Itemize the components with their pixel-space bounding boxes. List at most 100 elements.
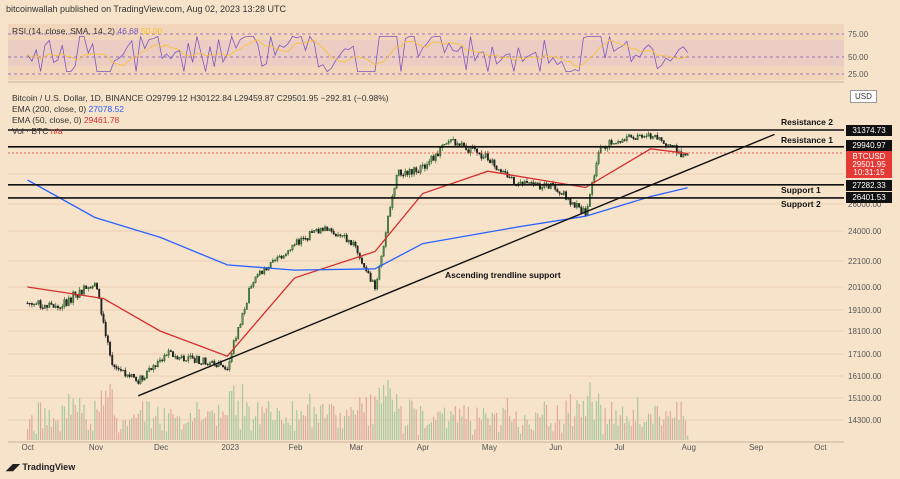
candle-body [41, 307, 44, 309]
volume-bar [215, 425, 218, 440]
volume-bar [419, 405, 422, 440]
volume-bar [235, 415, 237, 440]
candle-body [354, 241, 357, 247]
candle-body [146, 370, 148, 379]
candle-body [588, 194, 591, 207]
candle-body [250, 286, 253, 289]
volume-bar [550, 423, 552, 440]
volume-bar [187, 422, 189, 440]
volume-bar [81, 412, 83, 440]
x-tick-label: May [482, 443, 497, 452]
candle-body [206, 363, 209, 366]
trendline-label: Ascending trendline support [445, 270, 561, 280]
volume-bar [461, 416, 463, 440]
candle-body [65, 299, 68, 306]
volume-bar [252, 419, 254, 440]
candle-body [369, 272, 372, 282]
candle-body [445, 142, 448, 145]
volume-bar [682, 416, 684, 440]
volume-bar [165, 431, 168, 440]
volume-bar [122, 420, 124, 440]
y-tick-label: 24000.00 [848, 227, 882, 236]
volume-bar [265, 408, 267, 440]
volume-bar [637, 397, 639, 440]
volume-bar [159, 423, 161, 440]
resistance1-label: Resistance 1 [781, 135, 833, 145]
candle-body [154, 365, 157, 367]
candle-body [439, 147, 442, 156]
candle-body [460, 142, 463, 146]
volume-bar [463, 405, 465, 440]
candle-body [463, 142, 465, 147]
ascending-trendline [138, 133, 775, 397]
volume-value: n/a [50, 126, 63, 136]
volume-bar [511, 421, 513, 440]
candle-body [278, 255, 281, 258]
candle-body [556, 189, 559, 192]
candle-body [304, 238, 307, 240]
volume-bar [465, 419, 467, 440]
candle-body [387, 216, 389, 233]
candle-body [634, 138, 637, 140]
volume-bar [411, 400, 413, 440]
volume-bar [619, 415, 621, 440]
volume-bar [378, 387, 380, 440]
candle-body [252, 282, 255, 287]
candle-body [343, 234, 346, 237]
volume-bar [105, 390, 107, 440]
volume-bar [476, 407, 478, 440]
candle-body [682, 153, 685, 158]
candle-body [80, 289, 83, 295]
volume-bar [144, 421, 146, 440]
candle-body [274, 259, 277, 262]
candle-body [74, 291, 77, 296]
candle-body [111, 354, 114, 365]
candle-body [415, 167, 418, 173]
x-tick-label: Aug [682, 443, 696, 452]
x-tick-label: Jul [614, 443, 624, 452]
currency-button[interactable]: USD [850, 90, 877, 103]
volume-bar [44, 408, 46, 440]
candle-body [293, 244, 296, 246]
ema50-label: EMA (50, close, 0) [12, 115, 82, 125]
candle-body [352, 241, 355, 246]
candle-body [508, 176, 511, 179]
candle-body [122, 369, 125, 372]
candle-body [434, 153, 437, 161]
volume-bar [474, 428, 476, 440]
candle-body [558, 191, 561, 194]
tv-icon: ◢◤ [6, 462, 23, 472]
volume-bar [309, 393, 311, 440]
candle-body [215, 364, 218, 367]
volume-bar [532, 430, 535, 440]
candle-body [660, 137, 663, 141]
volume-bar [502, 407, 504, 440]
volume-bar [205, 417, 207, 440]
candle-body [612, 143, 615, 145]
volume-bar [168, 413, 170, 440]
volume-bar [480, 420, 482, 440]
support1-label: Support 1 [781, 185, 821, 195]
volume-bar [383, 384, 385, 440]
volume-bar [228, 391, 231, 440]
volume-bar [191, 421, 194, 440]
rsi-value: 46.68 [117, 26, 139, 36]
volume-bar [393, 411, 396, 440]
volume-bar [233, 385, 235, 440]
candle-body [37, 300, 40, 305]
candle-body [615, 142, 617, 145]
candle-body [93, 283, 96, 287]
candle-body [83, 285, 85, 295]
volume-bar [59, 431, 61, 440]
volume-bar [142, 401, 144, 440]
volume-bar [543, 401, 545, 440]
volume-bar [113, 415, 115, 440]
candle-body [458, 143, 461, 146]
volume-bar [85, 419, 87, 440]
x-tick-label: Sep [749, 443, 764, 452]
volume-bar [26, 428, 29, 440]
candle-body [645, 135, 648, 138]
volume-bar [328, 404, 330, 440]
ema50-value: 29461.78 [83, 115, 120, 125]
